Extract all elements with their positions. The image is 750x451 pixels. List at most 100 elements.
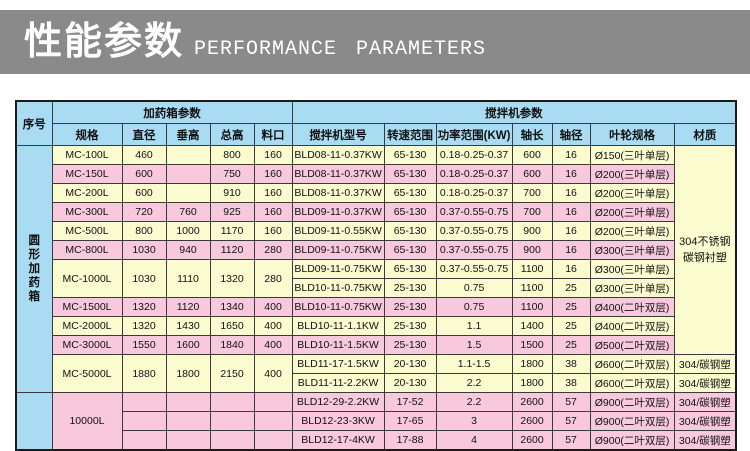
table-cell: 17-88 <box>383 430 437 451</box>
table-cell: 10000L <box>51 392 123 451</box>
table-cell: 1100 <box>511 259 553 279</box>
table-cell: 400 <box>253 316 293 336</box>
table-cell: 2600 <box>511 411 553 431</box>
table-cell: 1110 <box>165 259 211 298</box>
header-columns-row: 规格 直径 垂高 总高 料口 搅拌机型号 转速范围 功率范围(KW) 轴长 轴径… <box>16 123 737 146</box>
table-cell: 20-130 <box>383 373 437 393</box>
table-cell <box>253 411 293 431</box>
table-cell: 2.2 <box>435 392 513 412</box>
table-cell: 160 <box>253 183 293 203</box>
table-cell <box>209 430 255 451</box>
table-cell: 65-130 <box>383 259 437 279</box>
table-cell: 750 <box>209 164 255 184</box>
table-cell: 600 <box>511 145 553 165</box>
table-cell: BLD10-11-0.75KW <box>291 297 385 317</box>
table-cell: 16 <box>551 164 591 184</box>
table-body: 圆 形 加 药 箱 MC-100L 460 800 160 BLD08-11-0.37KW… <box>15 145 737 451</box>
group-header-dosing-box: 加药箱参数 <box>51 100 293 124</box>
table-cell: 2150 <box>209 354 255 393</box>
table-cell: Ø150(三叶单层) <box>589 145 675 165</box>
col-header-shaft-length: 轴长 <box>511 123 553 146</box>
table-cell: 1800 <box>165 354 211 393</box>
table-cell <box>165 392 211 412</box>
table-cell: 25 <box>551 278 591 298</box>
table-cell: 460 <box>121 145 167 165</box>
table-cell: MC-1500L <box>51 297 123 317</box>
table-cell: BLD09-11-0.75KW <box>291 240 385 260</box>
table-cell: 25 <box>551 335 591 355</box>
col-header-feed-port: 料口 <box>253 123 293 146</box>
table-row: MC-2000L 1320 1430 1650 400 BLD10-11-1.1KW 25-… <box>16 316 736 336</box>
col-header-spec: 规格 <box>51 123 123 146</box>
table-cell: MC-2000L <box>51 316 123 336</box>
table-cell: 65-130 <box>383 183 437 203</box>
table-cell: BLD09-11-0.55KW <box>291 221 385 241</box>
table-cell: 0.75 <box>435 278 513 298</box>
table-cell: 1600 <box>165 335 211 355</box>
table-cell: 0.18-0.25-0.37 <box>435 164 513 184</box>
group-header-mixer: 搅拌机参数 <box>291 100 737 124</box>
table-cell: 720 <box>121 202 167 222</box>
col-header-serial: 序号 <box>15 100 53 146</box>
table-cell: 1.1-1.5 <box>435 354 513 374</box>
table-row: 10000L BLD12-29-2.2KW 17-52 2.2 2600 57 Ø900(二… <box>15 392 737 451</box>
table-cell: MC-5000L <box>51 354 123 393</box>
table-cell: 280 <box>253 259 293 298</box>
table-row: MC-1500L 1320 1120 1340 400 BLD10-11-0.75KW 25… <box>16 297 736 317</box>
table-cell <box>121 411 167 431</box>
table-cell: MC-3000L <box>51 335 123 355</box>
table-row: MC-3000L 1550 1600 1840 400 BLD10-11-1.5KW 25-… <box>16 335 736 355</box>
table-cell: Ø600(二叶双层) <box>589 373 675 393</box>
table-cell: 600 <box>121 164 167 184</box>
table-cell: 0.37-0.55-0.75 <box>435 221 513 241</box>
table-cell: 16 <box>551 221 591 241</box>
table-cell: 16 <box>551 145 591 165</box>
table-cell: 160 <box>253 145 293 165</box>
table-cell: Ø400(二叶双层) <box>589 316 675 336</box>
table-cell: 400 <box>253 297 293 317</box>
table-cell: 2600 <box>511 392 553 412</box>
table-cell: BLD09-11-0.75KW <box>291 259 385 279</box>
col-header-total-height: 总高 <box>209 123 255 146</box>
table-cell: 20-130 <box>383 354 437 374</box>
material-merged-cell: 304不锈钢 碳钢衬塑 <box>673 145 737 355</box>
table-cell: 0.75 <box>435 297 513 317</box>
table-cell: 57 <box>551 411 591 431</box>
table-cell: 25-130 <box>383 335 437 355</box>
table-cell: 0.18-0.25-0.37 <box>435 183 513 203</box>
table-cell: 940 <box>165 240 211 260</box>
table-cell <box>121 430 167 451</box>
table-cell <box>165 430 211 451</box>
table-cell: 1650 <box>209 316 255 336</box>
col-header-material: 材质 <box>673 123 737 146</box>
table-cell: 16 <box>551 259 591 279</box>
table-cell: 1120 <box>165 297 211 317</box>
table-cell: 0.37-0.55-0.75 <box>435 240 513 260</box>
table-cell: BLD10-11-1.1KW <box>291 316 385 336</box>
col-header-vertical-height: 垂高 <box>165 123 211 146</box>
table-cell: 1030 <box>121 240 167 260</box>
table-cell: 1170 <box>209 221 255 241</box>
table-cell: Ø200(三叶单层) <box>589 202 675 222</box>
header-group-row: 序号 加药箱参数 搅拌机参数 <box>15 100 737 146</box>
table-cell: MC-150L <box>51 164 123 184</box>
category-cell-empty <box>15 392 53 451</box>
banner: 性能参数 PERFORMANCE PARAMETERS <box>0 10 750 74</box>
table-cell: 1320 <box>209 259 255 298</box>
table-cell: 160 <box>253 202 293 222</box>
table-cell <box>209 411 255 431</box>
table-cell: Ø900(二叶双层) <box>589 411 675 431</box>
table-cell: 38 <box>551 373 591 393</box>
table-row: MC-800L 1030 940 1120 280 BLD09-11-0.75KW 65-1… <box>16 240 736 260</box>
table-cell: 65-130 <box>383 145 437 165</box>
table-cell: 25-130 <box>383 316 437 336</box>
table-cell: 65-130 <box>383 202 437 222</box>
table-row: BLD12-23-3KW 17-65 3 2600 57 Ø900(二叶双层) 304/碳钢… <box>16 411 737 431</box>
table-cell: MC-500L <box>51 221 123 241</box>
table-cell: 0.37-0.55-0.75 <box>435 259 513 279</box>
table-cell: 900 <box>511 221 553 241</box>
table-cell: 4 <box>435 430 513 451</box>
table-cell: 1500 <box>511 335 553 355</box>
table-cell: Ø900(二叶双层) <box>589 430 675 451</box>
table-row: MC-5000L 1880 1800 2150 400 BLD11-17-1.5KW 20-… <box>16 354 737 393</box>
